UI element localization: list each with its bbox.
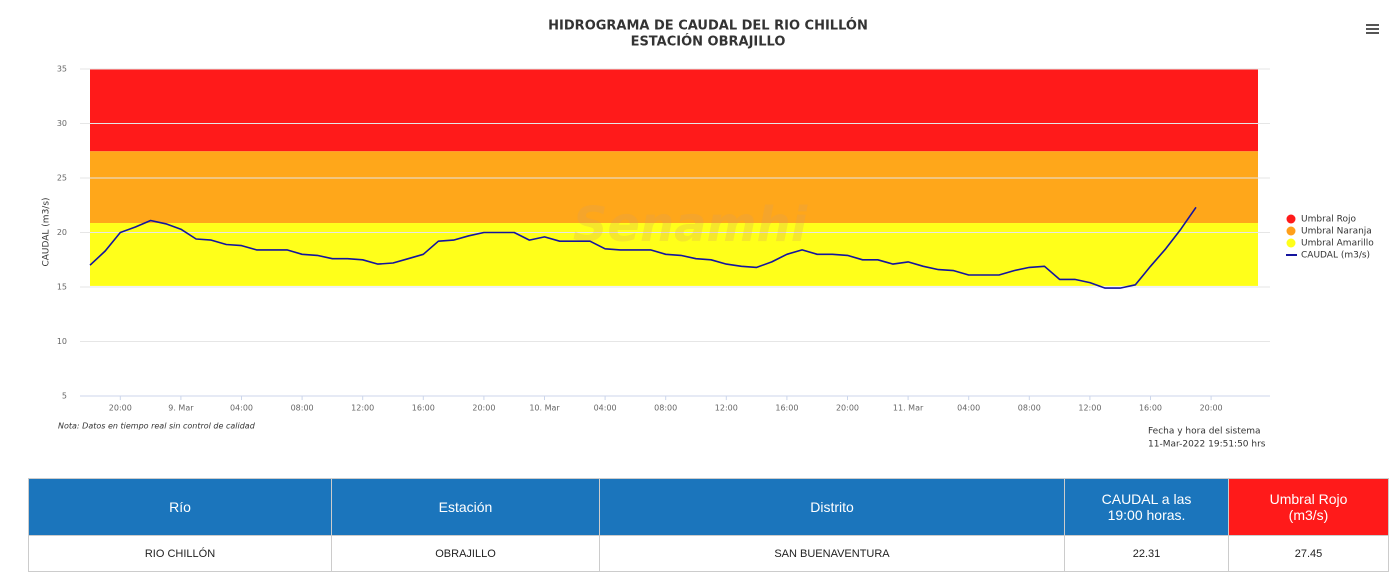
- x-tick-label: 9. Mar: [168, 404, 194, 413]
- cell: OBRAJILLO: [331, 535, 600, 572]
- y-tick-label: 5: [62, 392, 67, 401]
- x-tick-label: 12:00: [1078, 404, 1101, 413]
- header-cell: CAUDAL a las 19:00 horas.: [1064, 478, 1229, 536]
- header-cell: Río: [28, 478, 332, 536]
- x-tick-label: 11. Mar: [893, 404, 924, 413]
- x-tick-label: 16:00: [412, 404, 435, 413]
- x-tick-label: 10. Mar: [529, 404, 560, 413]
- cell: 27.45: [1228, 535, 1389, 572]
- y-tick-label: 10: [57, 337, 67, 346]
- header-row: Río Estación Distrito CAUDAL a las 19:00…: [28, 478, 1389, 536]
- x-tick-label: 04:00: [230, 404, 253, 413]
- data-row: RIO CHILLÓN OBRAJILLO SAN BUENAVENTURA 2…: [28, 535, 1389, 572]
- cell: SAN BUENAVENTURA: [599, 535, 1065, 572]
- legend-marker: [1286, 238, 1296, 248]
- header-cell: Umbral Rojo (m3/s): [1228, 478, 1389, 536]
- note: Nota: Datos en tiempo real sin control d…: [58, 422, 256, 431]
- chart-title: HIDROGRAMA DE CAUDAL DEL RIO CHILLÓN: [548, 18, 868, 34]
- legend-label: Umbral Amarillo: [1301, 239, 1374, 249]
- cell: RIO CHILLÓN: [28, 535, 332, 572]
- y-axis-title: CAUDAL (m3/s): [42, 197, 52, 266]
- system-time-label: Fecha y hora del sistema: [1148, 427, 1261, 437]
- system-time: 11-Mar-2022 19:51:50 hrs: [1148, 440, 1266, 450]
- cell: 22.31: [1064, 535, 1229, 572]
- x-tick-label: 04:00: [957, 404, 980, 413]
- x-tick-label: 20:00: [109, 404, 132, 413]
- legend-label: CAUDAL (m3/s): [1301, 251, 1370, 261]
- legend-marker: [1286, 226, 1296, 236]
- x-tick-label: 20:00: [1200, 404, 1223, 413]
- menu-button[interactable]: [1366, 24, 1379, 34]
- chart-subtitle: ESTACIÓN OBRAJILLO: [631, 34, 786, 50]
- x-tick-label: 08:00: [1018, 404, 1041, 413]
- x-tick-label: 08:00: [654, 404, 677, 413]
- x-tick-label: 04:00: [594, 404, 617, 413]
- x-tick-label: 20:00: [836, 404, 859, 413]
- y-tick-label: 20: [57, 228, 67, 237]
- chart: HIDROGRAMA DE CAUDAL DEL RIO CHILLÓN EST…: [42, 18, 1379, 450]
- x-tick-label: 16:00: [775, 404, 798, 413]
- y-tick-label: 25: [57, 174, 67, 183]
- legend-marker: [1286, 214, 1296, 224]
- header-cell: Distrito: [599, 478, 1065, 536]
- x-tick-label: 12:00: [715, 404, 738, 413]
- x-tick-label: 12:00: [351, 404, 374, 413]
- data-line: [89, 206, 1197, 289]
- threshold-band: [90, 151, 1258, 224]
- legend-label: Umbral Rojo: [1301, 215, 1357, 225]
- y-tick-label: 15: [57, 283, 67, 292]
- x-tick-label: 16:00: [1139, 404, 1162, 413]
- x-tick-label: 20:00: [472, 404, 495, 413]
- y-tick-label: 35: [57, 65, 67, 74]
- header-cell: Estación: [331, 478, 600, 536]
- x-tick-label: 08:00: [291, 404, 314, 413]
- y-tick-label: 30: [57, 119, 67, 128]
- summary-table: Río Estación Distrito CAUDAL a las 19:00…: [28, 478, 1389, 572]
- watermark: Senamhi: [573, 197, 808, 253]
- threshold-band: [90, 69, 1258, 152]
- legend-label: Umbral Naranja: [1301, 227, 1372, 237]
